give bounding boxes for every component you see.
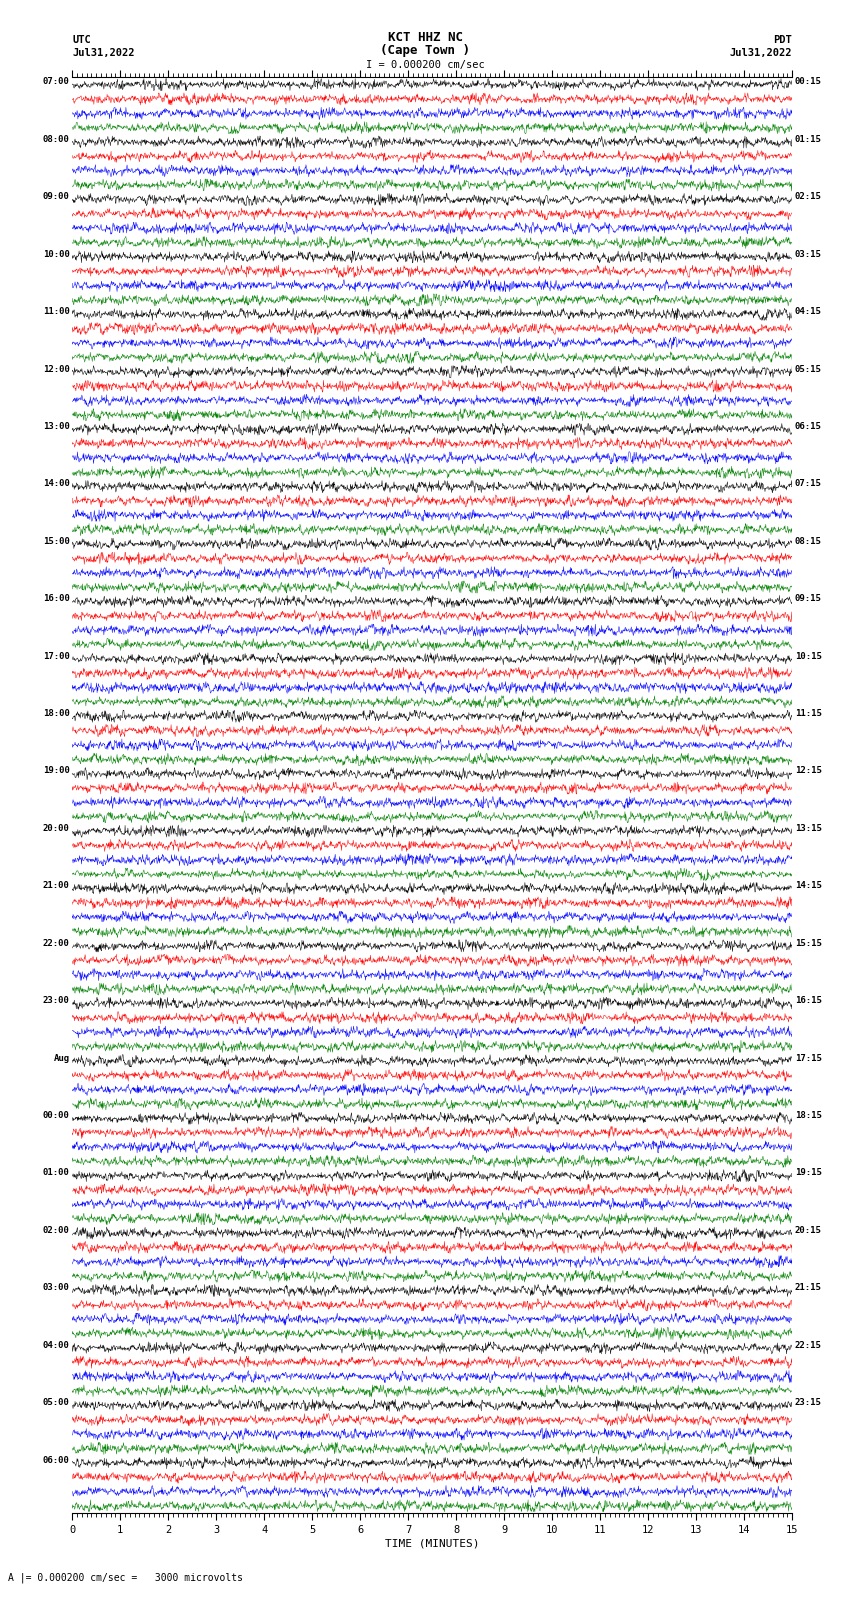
Text: 15:15: 15:15 [795,939,822,948]
Text: I = 0.000200 cm/sec: I = 0.000200 cm/sec [366,60,484,69]
Text: 14:15: 14:15 [795,881,822,890]
Text: 18:15: 18:15 [795,1111,822,1119]
Text: (Cape Town ): (Cape Town ) [380,44,470,56]
Text: 16:15: 16:15 [795,997,822,1005]
Text: 14:00: 14:00 [42,479,70,489]
Text: 06:15: 06:15 [795,423,822,431]
Text: 23:00: 23:00 [42,997,70,1005]
Text: 19:00: 19:00 [42,766,70,776]
Text: KCT HHZ NC: KCT HHZ NC [388,31,462,44]
Text: 10:15: 10:15 [795,652,822,661]
Text: 02:15: 02:15 [795,192,822,202]
Text: 00:00: 00:00 [42,1111,70,1119]
Text: 04:15: 04:15 [795,306,822,316]
Text: 13:15: 13:15 [795,824,822,832]
Text: 19:15: 19:15 [795,1168,822,1177]
Text: 15:00: 15:00 [42,537,70,545]
Text: 02:00: 02:00 [42,1226,70,1236]
Text: 20:15: 20:15 [795,1226,822,1236]
Text: 20:00: 20:00 [42,824,70,832]
Text: 22:15: 22:15 [795,1340,822,1350]
Text: 01:00: 01:00 [42,1168,70,1177]
Text: 05:15: 05:15 [795,365,822,374]
Text: Aug: Aug [54,1053,70,1063]
Text: 13:00: 13:00 [42,423,70,431]
Text: 03:15: 03:15 [795,250,822,258]
Text: Jul31,2022: Jul31,2022 [72,48,135,58]
Text: 22:00: 22:00 [42,939,70,948]
Text: 07:00: 07:00 [42,77,70,87]
Text: 12:00: 12:00 [42,365,70,374]
Text: 01:15: 01:15 [795,135,822,144]
Text: 11:15: 11:15 [795,710,822,718]
Text: 11:00: 11:00 [42,306,70,316]
Text: 05:00: 05:00 [42,1398,70,1407]
Text: 10:00: 10:00 [42,250,70,258]
Text: A |= 0.000200 cm/sec =   3000 microvolts: A |= 0.000200 cm/sec = 3000 microvolts [8,1573,243,1582]
Text: 08:15: 08:15 [795,537,822,545]
Text: 03:00: 03:00 [42,1284,70,1292]
Text: 07:15: 07:15 [795,479,822,489]
Text: 17:15: 17:15 [795,1053,822,1063]
Text: 09:00: 09:00 [42,192,70,202]
Text: 08:00: 08:00 [42,135,70,144]
Text: 00:15: 00:15 [795,77,822,87]
Text: 09:15: 09:15 [795,594,822,603]
Text: UTC: UTC [72,35,91,45]
Text: Jul31,2022: Jul31,2022 [729,48,792,58]
Text: 16:00: 16:00 [42,594,70,603]
Text: PDT: PDT [774,35,792,45]
Text: 12:15: 12:15 [795,766,822,776]
Text: 18:00: 18:00 [42,710,70,718]
X-axis label: TIME (MINUTES): TIME (MINUTES) [385,1539,479,1548]
Text: 17:00: 17:00 [42,652,70,661]
Text: 21:00: 21:00 [42,881,70,890]
Text: 06:00: 06:00 [42,1455,70,1465]
Text: 23:15: 23:15 [795,1398,822,1407]
Text: 04:00: 04:00 [42,1340,70,1350]
Text: 21:15: 21:15 [795,1284,822,1292]
